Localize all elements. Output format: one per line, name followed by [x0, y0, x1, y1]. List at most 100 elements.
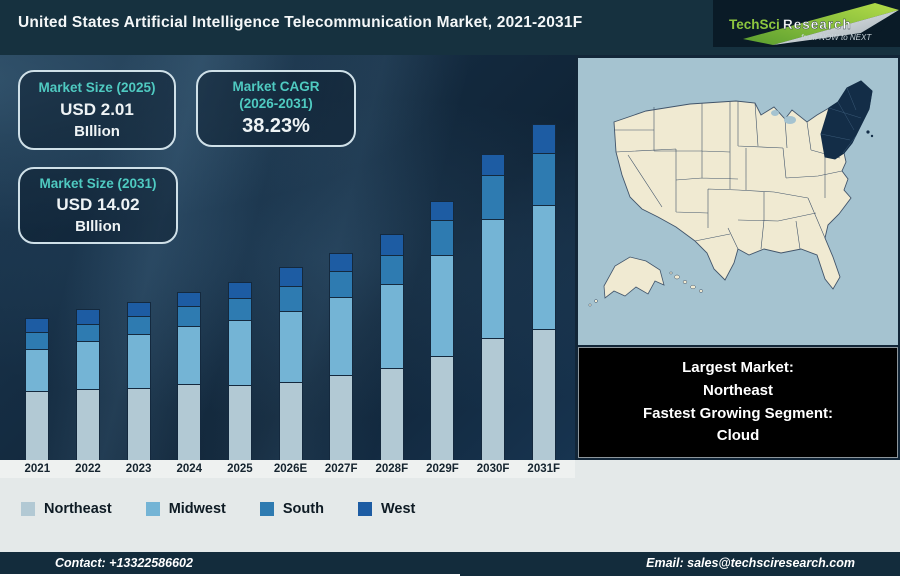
us-map — [578, 58, 898, 345]
bar-column-2025 — [215, 282, 266, 460]
bar-2026E — [278, 267, 303, 460]
bar-segment-northeast-2023 — [126, 388, 151, 460]
market-highlights-box: Largest Market: Northeast Fastest Growin… — [578, 347, 898, 458]
chart-legend: Northeast Midwest South West — [21, 501, 415, 517]
header: United States Artificial Intelligence Te… — [0, 0, 900, 55]
bar-column-2028F — [366, 234, 417, 460]
bar-segment-south-2031F — [531, 153, 556, 206]
info-box-market-size-2031: Market Size (2031) USD 14.02 BIllion — [18, 167, 178, 244]
footer: Contact: +13322586602 Email: sales@techs… — [0, 552, 900, 576]
fastest-segment-label: Fastest Growing Segment: — [642, 404, 834, 422]
bar-segment-midwest-2024 — [177, 326, 202, 385]
bar-column-2024 — [164, 292, 215, 460]
x-axis-label-2022: 2022 — [75, 463, 101, 475]
x-axis-label-2026E: 2026E — [273, 463, 308, 475]
map-panel: Largest Market: Northeast Fastest Growin… — [575, 55, 900, 460]
logo-tagline: from NOW to NEXT — [801, 33, 872, 42]
bar-segment-northeast-2031F — [531, 329, 556, 460]
bar-column-2030F — [468, 154, 519, 460]
legend-label-west: West — [380, 501, 416, 517]
bar-column-2031F — [518, 124, 569, 460]
info-box-value: USD 2.01 — [60, 99, 134, 119]
legend-item-south: South — [259, 501, 324, 517]
bar-column-2023 — [113, 302, 164, 460]
legend-swatch-south — [259, 502, 274, 516]
bar-segment-midwest-2027F — [329, 297, 354, 376]
legend-label-midwest: Midwest — [168, 501, 226, 517]
bar-2023 — [126, 302, 151, 460]
bar-segment-northeast-2030F — [481, 338, 506, 460]
x-axis-label-2027F: 2027F — [324, 463, 358, 475]
page-title: United States Artificial Intelligence Te… — [18, 14, 583, 31]
logo-brand-primary: TechSci — [729, 17, 780, 32]
logo-arrow-icon: TechSci Research from NOW to NEXT — [729, 3, 899, 45]
bar-segment-south-2028F — [379, 255, 404, 285]
bar-segment-west-2022 — [75, 309, 100, 325]
info-box-unit: BIllion — [75, 218, 121, 236]
main-content: Market Size (2025) USD 2.01 BIllion Mark… — [0, 55, 900, 460]
bar-segment-midwest-2026E — [278, 311, 303, 383]
legend-item-west: West — [357, 501, 416, 517]
bar-segment-south-2027F — [329, 271, 354, 298]
us-map-icon — [578, 58, 898, 345]
contact-phone: Contact: +13322586602 — [55, 556, 193, 570]
info-box-title: Market CAGR — [232, 78, 320, 94]
bar-segment-west-2029F — [430, 201, 455, 221]
bar-column-2027F — [316, 253, 367, 460]
bar-segment-northeast-2027F — [329, 375, 354, 460]
bar-segment-northeast-2028F — [379, 368, 404, 460]
bar-segment-west-2021 — [25, 318, 50, 333]
largest-market-value: Northeast — [702, 381, 773, 399]
bar-segment-south-2030F — [481, 175, 506, 220]
bar-segment-northeast-2024 — [177, 384, 202, 460]
info-box-market-size-2025: Market Size (2025) USD 2.01 BIllion — [18, 70, 176, 150]
legend-item-northeast: Northeast — [21, 501, 112, 517]
bar-segment-midwest-2030F — [481, 219, 506, 339]
largest-market-label: Largest Market: — [682, 358, 794, 376]
x-axis-label-2030F: 2030F — [476, 463, 510, 475]
bar-segment-west-2031F — [531, 124, 556, 154]
x-axis-label-2029F: 2029F — [426, 463, 459, 475]
bar-2031F — [531, 124, 556, 460]
x-axis: 2021 2022 2023 2024 2025 2026E 2027F 2028F 2029F… — [0, 460, 575, 478]
chart-panel: Market Size (2025) USD 2.01 BIllion Mark… — [0, 55, 575, 460]
info-box-value: USD 14.02 — [56, 195, 140, 215]
x-axis-label-2024: 2024 — [176, 463, 203, 475]
bar-segment-midwest-2025 — [227, 320, 252, 386]
info-box-value: 38.23% — [242, 115, 310, 138]
bar-column-2026E — [265, 267, 316, 460]
bar-2021 — [25, 318, 50, 460]
legend-swatch-midwest — [145, 502, 160, 516]
footer-accent-line — [0, 574, 460, 576]
bar-segment-west-2026E — [278, 267, 303, 287]
legend-label-south: South — [282, 501, 324, 517]
legend-item-midwest: Midwest — [145, 501, 226, 517]
logo-brand-secondary: Research — [783, 17, 852, 32]
info-box-cagr: Market CAGR (2026-2031) 38.23% — [196, 70, 356, 147]
x-axis-label-2021: 2021 — [24, 463, 51, 475]
info-box-unit: BIllion — [74, 122, 120, 140]
bar-segment-west-2024 — [177, 292, 202, 307]
bar-2027F — [329, 253, 354, 460]
bar-segment-west-2027F — [329, 253, 354, 272]
bar-segment-south-2026E — [278, 286, 303, 312]
bar-segment-midwest-2031F — [531, 205, 556, 330]
fastest-segment-value: Cloud — [716, 427, 760, 445]
legend-swatch-west — [357, 502, 372, 516]
bar-segment-west-2028F — [379, 234, 404, 256]
bar-2025 — [227, 282, 252, 460]
legend-swatch-northeast — [21, 502, 35, 516]
bar-segment-south-2022 — [75, 324, 100, 342]
bar-segment-west-2030F — [481, 154, 506, 176]
bar-segment-northeast-2021 — [25, 391, 50, 460]
bar-segment-midwest-2029F — [430, 255, 455, 357]
bar-2022 — [75, 309, 100, 460]
bar-column-2021 — [12, 318, 63, 460]
x-axis-label-2028F: 2028F — [375, 463, 409, 475]
bar-2028F — [379, 234, 404, 460]
techsci-logo: TechSci Research from NOW to NEXT — [713, 0, 900, 47]
bar-segment-midwest-2022 — [75, 341, 100, 390]
bar-segment-south-2029F — [430, 220, 455, 256]
bar-segment-midwest-2023 — [126, 334, 151, 389]
bar-segment-midwest-2021 — [25, 349, 50, 392]
